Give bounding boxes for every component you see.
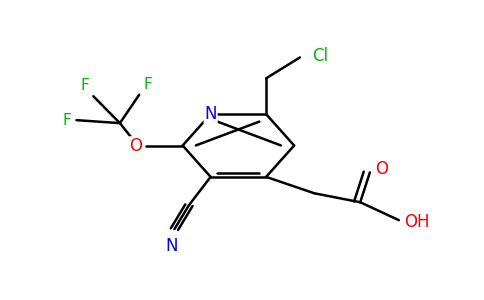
- Text: O: O: [375, 160, 388, 178]
- Text: Cl: Cl: [312, 47, 328, 65]
- Text: O: O: [130, 136, 143, 154]
- Text: F: F: [63, 112, 72, 128]
- Text: OH: OH: [404, 213, 429, 231]
- Text: F: F: [143, 77, 152, 92]
- Text: F: F: [81, 78, 90, 93]
- Text: N: N: [204, 105, 217, 123]
- Text: N: N: [166, 237, 178, 255]
